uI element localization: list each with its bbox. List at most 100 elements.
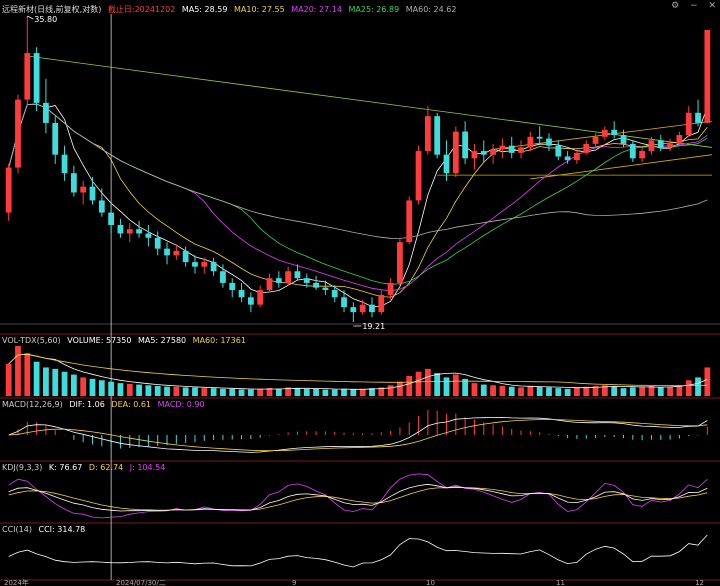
candle-body [331,290,338,298]
volume-bar [629,387,636,396]
candle-body [601,129,608,137]
volume-bar [126,383,133,396]
volume-bar [527,386,534,396]
candle-body [98,200,105,213]
volume-bar [52,368,59,396]
minus-icon[interactable]: − [690,1,698,11]
candle-body [24,53,31,100]
volume-bar [257,388,264,396]
candle-body [266,278,273,291]
candle-body [667,143,673,148]
volume-bar [387,385,394,396]
cci-header: CCI(14) CCI: 314.78 [2,525,89,535]
x-axis-label: 12 [695,579,704,586]
ma10-label: MA10: 27.55 [234,5,285,14]
high-marker [27,15,34,20]
candle-body [220,271,226,283]
candle-body [657,140,664,148]
candle-body [303,278,310,283]
candle-body [611,129,618,136]
candle-body [471,151,478,159]
volume-ma60-line [8,353,708,387]
volume-bar [378,387,385,396]
candle-body [43,102,49,123]
kdj-d: D: 62.74 [88,463,124,472]
volume-bar [369,388,375,396]
volume-bar [136,384,142,396]
candle-body [80,186,87,193]
candle-body [499,145,506,150]
volume-bar [574,387,580,396]
volume-bar [154,386,161,396]
volume-bar [80,377,87,396]
volume-bar [667,386,673,396]
candle-body [387,282,394,295]
volume-bar [695,377,701,396]
volume-bar [238,389,245,396]
candle-body [164,248,170,256]
candle-body [192,262,198,267]
volume-bar [108,381,115,396]
macd-histogram [17,410,708,449]
candle-body [695,112,701,123]
candle-body [126,229,133,234]
volume-bar [201,388,208,396]
candle-body [275,278,282,283]
volume-bar [452,374,459,396]
candle-body [536,136,543,139]
candle-body [154,237,161,249]
volume-bar [592,386,599,396]
volume-bar [639,386,646,396]
volume-bar [266,388,273,396]
end-date: 截止日:20241202 [107,5,176,14]
volume-bar [145,385,152,396]
volume-bar [89,378,96,396]
volume-bar [536,386,543,396]
volume-value: VOLUME: 57350 [67,336,132,345]
close-icon[interactable]: ✕ [708,1,716,11]
macd-dif: DIF: 1.06 [69,400,105,409]
volume-indicator-name: VOL-TDX(5,60) [2,336,61,345]
volume-bar [471,383,478,396]
volume-bar [397,381,403,396]
volume-bar [294,388,301,396]
candle-body [574,152,580,161]
candle-body [322,287,329,291]
candle-body [285,271,292,283]
candle-body [564,156,571,161]
macd-dea: DEA: 0.61 [111,400,152,409]
volume-bar [424,368,431,396]
candle-body [592,136,599,144]
candle-body [508,145,515,153]
volume-bar [229,388,236,396]
candle-body [704,29,711,123]
volume-bar [564,388,571,396]
volume-bar [33,361,40,396]
candle-body [406,200,413,243]
candle-body [201,262,208,267]
volume-bar [350,389,357,396]
candle-body [415,151,422,201]
kdj-j: J: 104.54 [129,463,166,472]
x-axis-label: 2024/07/30/二 [116,579,166,586]
volume-ma60: MA60: 17361 [192,336,246,345]
candle-body [117,225,124,234]
candle-body [527,136,534,148]
candle-body [52,122,59,155]
volume-bar [285,387,292,396]
volume-bar [341,388,347,396]
candle-body [313,282,319,288]
volume-bar [657,387,664,396]
volume-bar [415,371,422,396]
volume-bar [61,371,68,396]
candle-body [480,151,487,155]
cci-indicator-name: CCI(14) [2,525,32,534]
candle-body [108,212,115,226]
volume-bar [508,386,515,396]
volume-bar [275,388,282,396]
volume-bar [5,363,12,396]
settings-icon[interactable]: ⚙ [671,1,680,11]
candle-body [676,135,683,144]
low-price-label: 19.21 [362,322,385,331]
